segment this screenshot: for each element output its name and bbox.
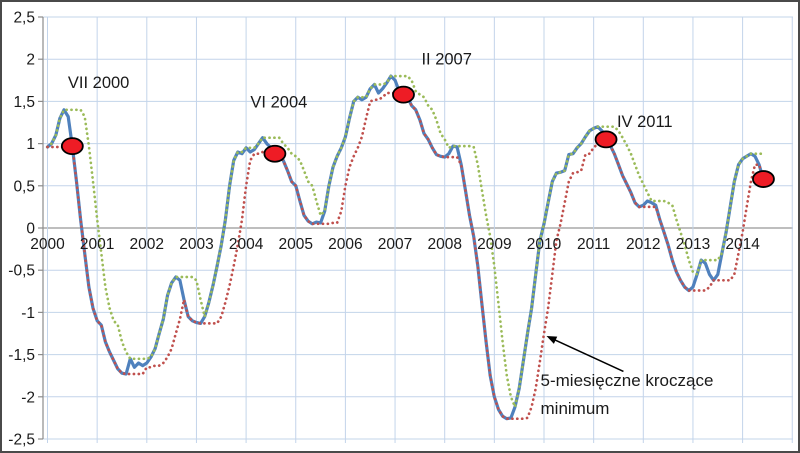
callout-text: 5-miesięczne kroczące	[541, 371, 714, 390]
x-axis-label: 2011	[577, 236, 610, 253]
rolling-max-dotted-line	[46, 74, 765, 409]
x-axis-label: 2001	[80, 236, 114, 253]
peak-marker	[392, 85, 415, 104]
y-axis-label: -1	[21, 305, 35, 322]
x-axis-label: 2012	[626, 236, 660, 253]
y-axis-label: 2	[26, 52, 35, 69]
peak-marker	[752, 170, 775, 188]
y-axis-label: -2,5	[8, 432, 35, 449]
peak-label: II 2007	[421, 50, 471, 68]
x-axis-label: 2008	[427, 236, 461, 253]
labels-and-annotations: VII 2000 VI 2004 II 2007 IV 2011 2,5 2 1,5 1 0,5…	[8, 10, 760, 449]
peak-label: IV 2011	[617, 113, 673, 131]
gridlines	[43, 16, 793, 443]
y-axis-label: 1	[26, 136, 35, 153]
peak-label: VII 2000	[68, 74, 129, 92]
peak-marker	[60, 137, 84, 156]
axes	[38, 16, 44, 440]
y-axis-label: -2	[21, 389, 35, 406]
peak-marker	[263, 144, 287, 163]
y-axis-label: 2,5	[13, 10, 35, 27]
x-axis-label: 2007	[378, 236, 412, 253]
peak-marker	[594, 130, 618, 149]
y-axis-label: 0,5	[13, 178, 35, 195]
x-axis-label: 2003	[179, 236, 213, 253]
callout-arrowhead	[546, 336, 558, 344]
callout-text: minimum	[541, 399, 610, 418]
x-axis-label: 2005	[279, 236, 313, 253]
peak-markers	[60, 85, 775, 188]
y-axis-label: 0	[26, 221, 35, 238]
y-axis-label: 1,5	[13, 94, 35, 111]
x-axis-label: 2014	[725, 236, 760, 253]
callout-arrow-line	[551, 337, 624, 373]
x-axis-label: 2010	[527, 236, 562, 253]
x-axis-label: 2006	[328, 236, 362, 253]
peak-label: VI 2004	[250, 93, 307, 111]
x-axis-label: 2000	[30, 236, 65, 253]
x-axis-label: 2009	[477, 236, 511, 253]
x-axis-label: 2004	[229, 236, 264, 253]
y-axis-label: -0,5	[8, 263, 35, 280]
x-axis-label: 2013	[676, 236, 710, 253]
y-axis-label: -1,5	[8, 347, 35, 364]
x-axis-label: 2002	[130, 236, 164, 253]
rolling-min-dotted-line	[46, 89, 765, 421]
